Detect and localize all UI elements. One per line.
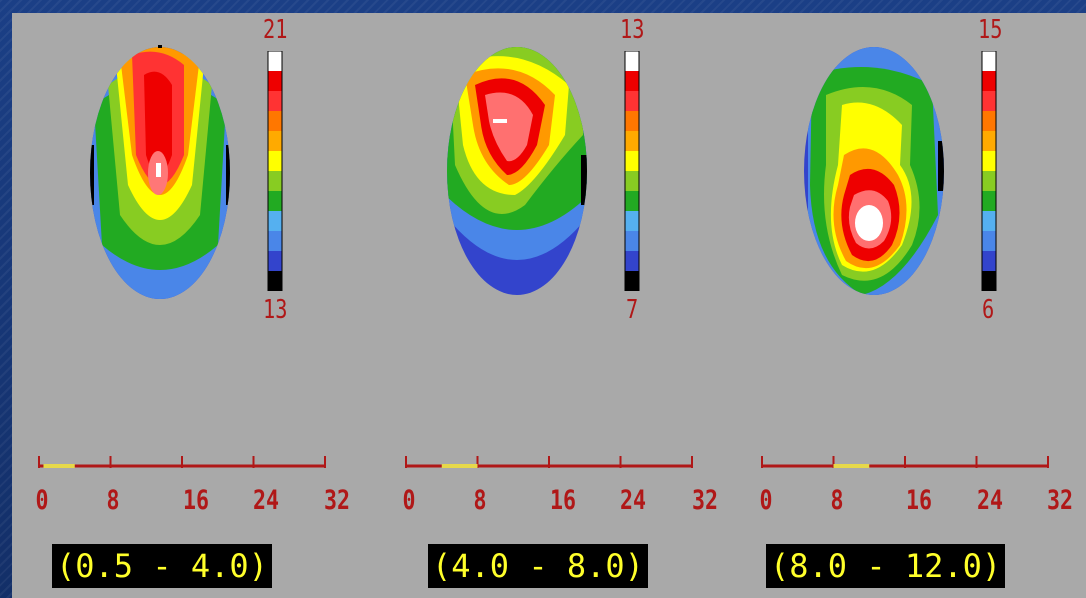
frequency-axis <box>405 456 693 468</box>
scale-max-label: 21 <box>263 15 288 45</box>
tick-label: 16 <box>182 485 210 516</box>
colorbar-step <box>625 251 639 272</box>
tick-label: 24 <box>252 485 280 516</box>
tick-label: 8 <box>106 485 120 516</box>
scale-max-label: 15 <box>978 15 1003 45</box>
frequency-axis <box>761 456 1049 468</box>
colorbar <box>981 51 997 291</box>
colorbar <box>267 51 283 291</box>
colorbar-outline <box>267 51 283 291</box>
colorbar-step <box>268 111 282 132</box>
colorbar-step <box>982 151 996 172</box>
band-label: (0.5 - 4.0) <box>52 544 272 588</box>
colorbar-step <box>982 271 996 291</box>
colorbar-step <box>625 271 639 291</box>
tick-label: 0 <box>35 485 49 516</box>
tick-label: 16 <box>905 485 933 516</box>
colorbar-step <box>982 131 996 152</box>
colorbar-step <box>268 171 282 192</box>
tick-label: 0 <box>402 485 416 516</box>
colorbar-step <box>625 131 639 152</box>
tick-label: 8 <box>830 485 844 516</box>
scale-min-label: 6 <box>982 295 995 325</box>
colorbar-outline <box>981 51 997 291</box>
colorbar-step <box>268 151 282 172</box>
colorbar <box>624 51 640 291</box>
colorbar-step <box>268 271 282 291</box>
colorbar-step <box>982 51 996 72</box>
colorbar-step <box>625 51 639 72</box>
colorbar-step <box>982 191 996 212</box>
tick-label: 16 <box>549 485 577 516</box>
band-label: (4.0 - 8.0) <box>428 544 648 588</box>
colorbar-outline <box>624 51 640 291</box>
tick-label: 0 <box>759 485 773 516</box>
colorbar-step <box>268 191 282 212</box>
scale-min-label: 13 <box>263 295 288 325</box>
colorbar-step <box>982 171 996 192</box>
tick-label: 32 <box>323 485 351 516</box>
colorbar-step <box>982 91 996 112</box>
topography-panel: 21 13 0 8 16 24 32 (0.5 - 4.0) <box>12 13 1086 598</box>
colorbar-step <box>625 171 639 192</box>
scale-max-label: 13 <box>620 15 645 45</box>
colorbar-step <box>625 111 639 132</box>
tick-label: 24 <box>619 485 647 516</box>
colorbar-step <box>982 251 996 272</box>
colorbar-step <box>268 211 282 232</box>
tick-label: 8 <box>473 485 487 516</box>
colorbar-step <box>625 231 639 252</box>
colorbar-step <box>625 211 639 232</box>
axis-ticks <box>38 456 326 468</box>
colorbar-step <box>625 191 639 212</box>
colorbar-step <box>982 211 996 232</box>
colorbar-step <box>268 51 282 72</box>
colorbar-step <box>982 231 996 252</box>
scale-min-label: 7 <box>626 295 639 325</box>
tick-label: 24 <box>976 485 1004 516</box>
colorbar-step <box>625 91 639 112</box>
colorbar-step <box>625 151 639 172</box>
colorbar-step <box>982 111 996 132</box>
colorbar-step <box>982 71 996 92</box>
tick-label: 32 <box>1046 485 1074 516</box>
colorbar-step <box>268 231 282 252</box>
colorbar-step <box>268 91 282 112</box>
colorbar-step <box>268 251 282 272</box>
frequency-axis <box>38 456 326 468</box>
alpha-topomap <box>804 47 944 295</box>
colorbar-step <box>268 131 282 152</box>
delta-topomap <box>90 45 230 299</box>
colorbar-step <box>268 71 282 92</box>
tick-label: 32 <box>691 485 719 516</box>
colorbar-step <box>625 71 639 92</box>
theta-topomap <box>447 47 587 295</box>
band-label: (8.0 - 12.0) <box>766 544 1006 588</box>
